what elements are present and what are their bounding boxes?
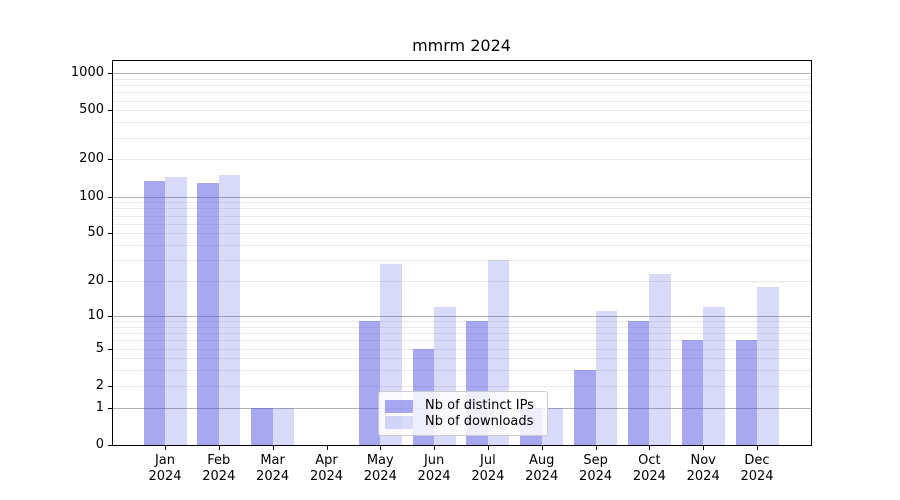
x-tick-mark	[380, 446, 382, 450]
y-tick-label: 10	[87, 307, 104, 323]
y-tick-label: 0	[95, 437, 104, 452]
bar-nb-of-downloads-feb	[218, 174, 241, 445]
y-tick-mark	[108, 159, 112, 161]
y-tick-label: 50	[87, 225, 104, 241]
y-tick-mark	[108, 73, 112, 74]
x-tick-mark	[757, 446, 758, 450]
x-tick-mark	[649, 446, 651, 450]
bar-nb-of-distinct-ips-may	[358, 321, 381, 445]
y-tick-mark	[108, 348, 112, 350]
bar-nb-of-distinct-ips-mar	[251, 407, 273, 445]
y-gridline-minor	[113, 321, 811, 322]
y-gridline-minor	[113, 110, 811, 112]
y-gridline-minor	[113, 122, 811, 124]
y-gridline-minor	[113, 370, 811, 372]
bar-nb-of-downloads-jan	[165, 177, 187, 445]
x-tick-mark	[541, 446, 543, 450]
y-tick-mark	[108, 281, 112, 283]
plot-area	[112, 60, 812, 446]
y-gridline-minor	[113, 100, 811, 102]
y-gridline-minor	[113, 326, 811, 328]
y-gridline-minor	[113, 260, 811, 262]
y-gridline-minor	[113, 358, 811, 360]
y-tick-mark	[108, 315, 112, 317]
bar-nb-of-distinct-ips-oct	[627, 321, 650, 445]
y-gridline-minor	[113, 333, 811, 334]
x-tick-mark	[703, 446, 705, 450]
y-tick-label: 2	[95, 377, 104, 393]
x-tick-label: May 2024	[363, 453, 397, 484]
y-tick-label: 20	[87, 273, 104, 289]
legend-label-distinct-ips: Nb of distinct IPs	[425, 398, 534, 413]
y-gridline-minor	[113, 215, 811, 217]
x-tick-mark	[326, 446, 328, 450]
legend-label-downloads: Nb of downloads	[425, 414, 534, 429]
y-tick-label: 5	[95, 340, 104, 356]
bar-nb-of-downloads-sep	[595, 311, 618, 445]
x-tick-mark	[165, 446, 166, 450]
x-tick-mark	[272, 446, 274, 450]
x-tick-label: Dec 2024	[740, 453, 774, 484]
y-tick-label: 200	[79, 151, 104, 167]
bar-nb-of-downloads-nov	[703, 306, 725, 445]
y-gridline-minor	[113, 233, 811, 235]
y-tick-mark	[108, 445, 112, 446]
x-tick-mark	[434, 446, 436, 450]
x-tick-label: Nov 2024	[686, 453, 720, 484]
y-gridline-minor	[113, 85, 811, 86]
legend: Nb of distinct IPs Nb of downloads	[378, 391, 548, 436]
y-gridline-major	[113, 73, 811, 74]
bar-nb-of-distinct-ips-dec	[735, 340, 757, 445]
y-tick-mark	[108, 196, 112, 198]
y-gridline-major	[113, 315, 811, 317]
x-tick-label: Sep 2024	[579, 453, 613, 484]
bar-nb-of-downloads-oct	[649, 273, 671, 445]
y-tick-mark	[108, 385, 112, 387]
bar-nb-of-distinct-ips-feb	[197, 182, 219, 445]
y-tick-label: 1000	[70, 65, 104, 80]
bar-nb-of-distinct-ips-jan	[143, 181, 165, 445]
x-tick-label: Mar 2024	[256, 453, 290, 484]
x-tick-mark	[487, 446, 489, 450]
y-gridline-minor	[113, 223, 811, 225]
legend-entry-downloads: Nb of downloads	[385, 414, 537, 430]
bar-nb-of-distinct-ips-sep	[574, 370, 596, 445]
x-tick-mark	[218, 446, 220, 450]
y-gridline-major	[113, 196, 811, 198]
bar-nb-of-distinct-ips-nov	[681, 340, 704, 445]
x-tick-label: Oct 2024	[632, 453, 666, 484]
y-tick-mark	[108, 233, 112, 235]
x-tick-label: Feb 2024	[202, 453, 236, 484]
y-tick-label: 100	[79, 188, 104, 204]
x-tick-label: Apr 2024	[309, 453, 344, 484]
x-tick-mark	[595, 446, 597, 450]
y-gridline-minor	[113, 340, 811, 342]
y-gridline-minor	[113, 78, 811, 80]
y-gridline-minor	[113, 137, 811, 139]
legend-swatch-distinct-ips	[385, 399, 413, 413]
y-gridline-minor	[113, 245, 811, 246]
y-tick-mark	[108, 407, 112, 409]
y-tick-label: 500	[79, 102, 104, 118]
x-tick-label: Jun 2024	[417, 453, 451, 484]
bar-nb-of-downloads-dec	[757, 286, 779, 445]
y-gridline-minor	[113, 92, 811, 94]
bar-nb-of-downloads-mar	[272, 407, 295, 445]
chart-title: mmrm 2024	[412, 36, 511, 55]
y-tick-label: 1	[95, 399, 104, 415]
y-gridline-minor	[113, 348, 811, 350]
x-tick-label: Jul 2024	[471, 453, 505, 484]
y-gridline-minor	[113, 202, 811, 204]
legend-entry-distinct-ips: Nb of distinct IPs	[385, 398, 537, 414]
y-tick-mark	[108, 110, 112, 112]
legend-swatch-downloads	[385, 415, 413, 429]
y-gridline-minor	[113, 159, 811, 161]
y-gridline-minor	[113, 385, 811, 387]
x-tick-label: Jan 2024	[148, 453, 182, 484]
y-gridline-minor	[113, 208, 811, 210]
y-gridline-minor	[113, 281, 811, 283]
x-tick-label: Aug 2024	[525, 453, 559, 484]
